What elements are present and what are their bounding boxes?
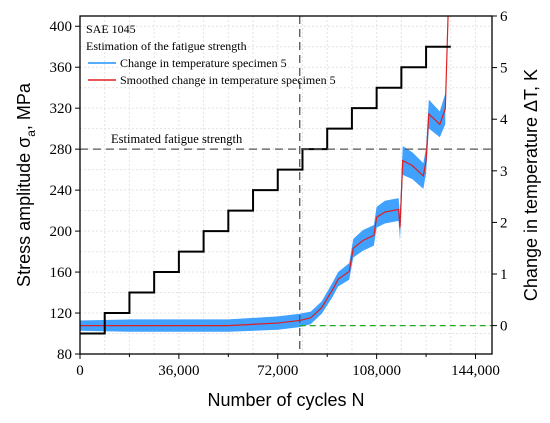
y-left-tick-label: 200 [50,224,73,240]
y-left-tick-label: 160 [50,265,73,281]
y-left-tick-label: 80 [57,347,72,363]
y-right-tick-label: 1 [500,267,508,283]
y-right-tick-label: 6 [500,9,508,25]
series-stress-steps [80,45,451,335]
annotation-material: SAE 1045 [86,22,136,36]
x-tick-label: 36,000 [158,363,199,379]
y-left-tick-label: 320 [50,101,73,117]
x-tick-label: 0 [76,363,84,379]
y-right-tick-label: 4 [500,112,508,128]
y-left-tick-label: 120 [50,306,73,322]
y-axis-right: 0 1 2 3 4 5 6 [492,9,508,335]
plot-frame [79,15,493,355]
x-axis: 0 36,000 72,000 108,000 144,000 [76,354,500,379]
y-left-tick-label: 280 [50,142,73,158]
y-right-tick-label: 2 [500,215,508,231]
y-left-tick-label: 360 [50,60,73,76]
y-right-axis-title: Change in temperature ΔT, K [521,69,541,301]
x-tick-label: 144,000 [451,363,500,379]
legend-label-temperature: Change in temperature specimen 5 [120,56,287,70]
y-right-tick-label: 0 [500,319,508,335]
annotation-method: Estimation of the fatigue strength [86,39,247,53]
x-axis-title: Number of cycles N [207,390,364,410]
y-left-axis-title: Stress amplitude σa, MPa [14,82,38,287]
y-axis-left: 80 120 160 200 240 280 320 360 400 [50,19,80,363]
x-tick-label: 72,000 [257,363,298,379]
y-left-tick-label: 400 [50,19,73,35]
y-right-tick-label: 5 [500,61,508,77]
legend-label-smoothed: Smoothed change in temperature specimen … [120,73,336,87]
y-left-tick-label: 240 [50,183,73,199]
x-tick-label: 108,000 [352,363,401,379]
annotation-fatigue-strength: Estimated fatigue strength [111,132,243,146]
y-right-tick-label: 3 [500,164,508,180]
series-smoothed-temperature [80,15,449,327]
